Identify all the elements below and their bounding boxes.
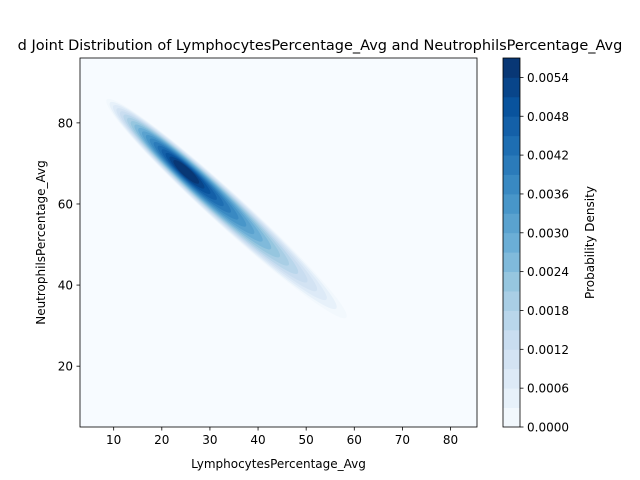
y-tick-label: 40 <box>58 279 73 293</box>
x-tick-label: 50 <box>299 433 314 447</box>
colorbar-tick-label: 0.0048 <box>527 110 569 124</box>
density-contour-level <box>173 159 200 184</box>
colorbar-band <box>503 310 520 331</box>
colorbar-band <box>503 329 520 350</box>
colorbar-band <box>503 96 520 117</box>
colorbar-tick-label: 0.0042 <box>527 149 569 163</box>
x-tick-label: 60 <box>347 433 362 447</box>
plot-area <box>79 57 478 428</box>
x-axis: 10 20 30 40 50 60 70 80 <box>106 427 458 447</box>
colorbar-tick-label: 0.0030 <box>527 226 569 240</box>
colorbar-frame <box>502 57 521 428</box>
colorbar-band <box>503 232 520 253</box>
colorbar-band <box>503 407 520 428</box>
colorbar-band <box>503 58 520 78</box>
x-tick-label: 40 <box>250 433 265 447</box>
colorbar-band <box>503 291 520 311</box>
x-tick-label: 80 <box>443 433 458 447</box>
colorbar-tick-label: 0.0024 <box>527 265 569 279</box>
x-tick-label: 10 <box>106 433 121 447</box>
colorbar-band <box>503 77 520 98</box>
colorbar-tick-label: 0.0000 <box>527 421 569 435</box>
plot-frame <box>79 57 478 428</box>
colorbar-label: Probability Density <box>583 186 597 299</box>
colorbar-band <box>503 368 520 389</box>
colorbar-ticks: 0.0000 0.0006 0.0012 0.0018 0.0024 0.0030 0.00… <box>520 71 569 435</box>
colorbar-band <box>503 116 520 137</box>
y-tick-label: 80 <box>58 116 73 130</box>
colorbar-bands <box>503 58 520 428</box>
colorbar-tick-label: 0.0006 <box>527 382 569 396</box>
x-axis-label: LymphocytesPercentage_Avg <box>191 457 366 471</box>
y-axis: 20 40 60 80 <box>58 116 80 374</box>
x-tick-label: 70 <box>395 433 410 447</box>
density-contours <box>106 98 347 319</box>
colorbar-band <box>503 271 520 292</box>
colorbar-band <box>503 252 520 273</box>
y-tick-label: 60 <box>58 197 73 211</box>
x-tick-label: 20 <box>154 433 169 447</box>
colorbar-band <box>503 155 520 175</box>
colorbar-tick-label: 0.0018 <box>527 304 569 318</box>
chart-title: d Joint Distribution of LymphocytesPerce… <box>18 38 623 54</box>
colorbar-band <box>503 174 520 195</box>
colorbar-band <box>503 349 520 370</box>
colorbar-band <box>503 135 520 156</box>
colorbar-tick-label: 0.0054 <box>527 71 569 85</box>
colorbar-tick-label: 0.0036 <box>527 187 569 201</box>
colorbar-tick-label: 0.0012 <box>527 343 569 357</box>
y-axis-label: NeutrophilsPercentage_Avg <box>34 160 48 325</box>
colorbar-band <box>503 213 520 234</box>
y-tick-label: 20 <box>58 360 73 374</box>
x-tick-label: 30 <box>202 433 217 447</box>
colorbar: 0.0000 0.0006 0.0012 0.0018 0.0024 0.0030 0.00… <box>502 57 597 435</box>
colorbar-band <box>503 388 520 408</box>
colorbar-band <box>503 193 520 214</box>
